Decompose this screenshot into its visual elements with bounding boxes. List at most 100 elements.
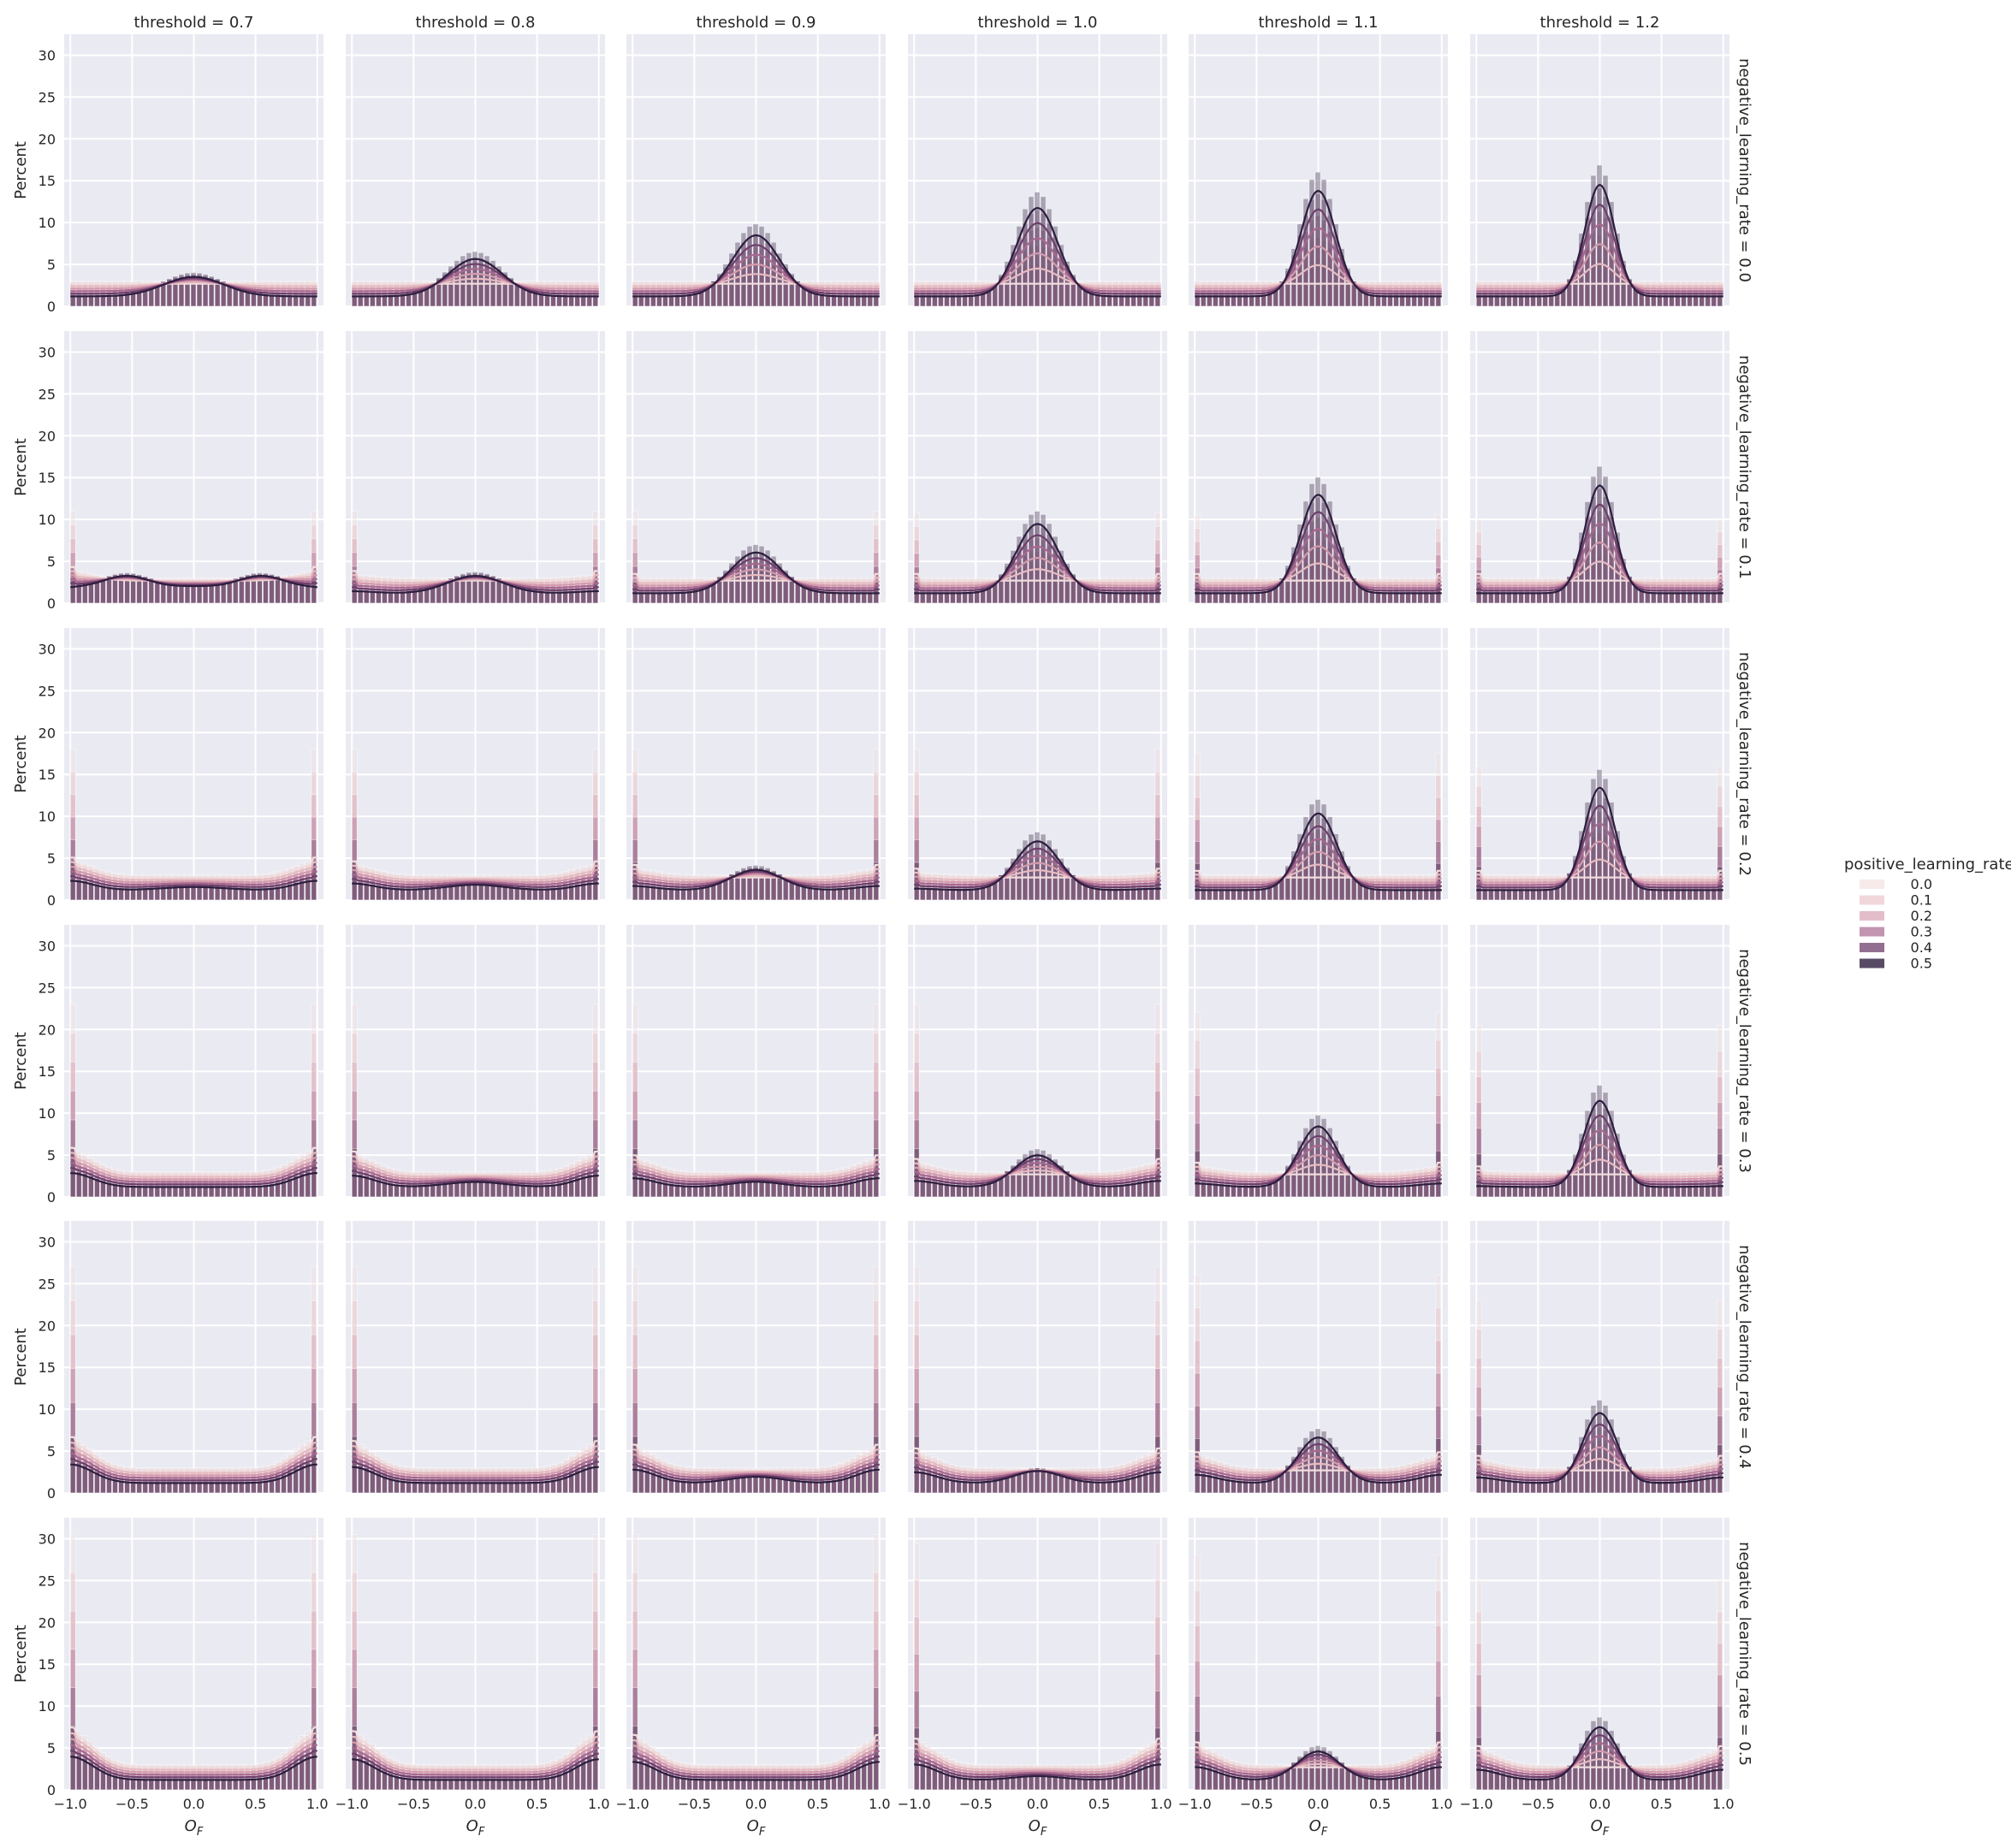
hist-bar [93, 294, 100, 307]
kde-line [70, 281, 317, 287]
hist-bar [656, 294, 662, 307]
hist-bar [931, 294, 938, 307]
hist-bar [369, 294, 376, 307]
hist-bar [483, 255, 490, 307]
column-title: threshold = 0.7 [134, 14, 254, 32]
hist-bar [305, 294, 311, 307]
hist-bar [220, 281, 227, 307]
kde-line [352, 268, 599, 293]
hist-bar [394, 293, 400, 307]
hist-bar [1112, 294, 1118, 307]
hist-series [913, 209, 1161, 307]
hist-bar [1100, 294, 1106, 307]
hist-bar [831, 294, 837, 307]
hist-bar [172, 275, 179, 307]
hist-bar [1028, 196, 1035, 307]
kde-line [632, 253, 880, 293]
hist-bar [400, 293, 406, 307]
hist-bar [299, 294, 306, 307]
hist-bar [956, 294, 962, 307]
hist-bar [680, 293, 686, 307]
hist-bar [293, 294, 300, 307]
hist-bar [460, 255, 466, 307]
hist-bar [1040, 196, 1047, 307]
hist-bar [644, 294, 650, 307]
y-tick-label: 0 [47, 595, 56, 612]
hist-bar [513, 281, 520, 307]
hist-bar [944, 294, 950, 307]
hist-bar [75, 294, 82, 307]
facet-panel [346, 331, 605, 604]
facet-panel: negative_learning_rate = 0.2 [1470, 628, 1753, 901]
facet-panel [626, 331, 886, 604]
kde-line [632, 244, 880, 295]
kde-line [352, 258, 599, 298]
facet-panel [908, 628, 1167, 901]
hist-bar [913, 294, 920, 307]
hist-bar [269, 293, 275, 307]
hist-bar [919, 294, 926, 307]
hist-bar [764, 232, 771, 307]
hist-bar [962, 294, 968, 307]
hist-bar [430, 281, 436, 307]
hist-bar [722, 264, 729, 307]
hist-bar [507, 277, 514, 307]
hist-bar [382, 294, 388, 307]
hist-bar [287, 294, 294, 307]
hist-bar [1106, 294, 1112, 307]
hist-bar [442, 271, 448, 307]
y-tick-label: 25 [39, 386, 56, 402]
hist-bar [974, 293, 981, 307]
hist-bar [574, 294, 581, 307]
hist-bar [388, 294, 394, 307]
hist-bar [568, 294, 575, 307]
hist-bar [69, 294, 76, 307]
kde-line [914, 267, 1161, 287]
facet-panel: threshold = 1.1 [1189, 14, 1448, 307]
y-tick-label: 20 [39, 428, 56, 444]
hist-bar [734, 241, 741, 307]
hist-bar [184, 272, 191, 307]
hist-bar [1142, 294, 1149, 307]
hist-bar [112, 293, 118, 307]
kde-line [70, 278, 317, 293]
hist-bar [166, 278, 173, 307]
hist-bar [837, 294, 843, 307]
row-title: negative_learning_rate = 0.1 [1735, 355, 1753, 579]
y-tick-label: 15 [39, 173, 56, 189]
hist-bar [1154, 294, 1161, 307]
y-tick-label: 10 [39, 215, 56, 231]
hist-bar [501, 271, 508, 307]
hist-bar [100, 294, 106, 307]
hist-bar [925, 294, 932, 307]
hist-bar [214, 278, 221, 307]
kde-line [352, 272, 599, 290]
hist-bar [263, 293, 269, 307]
hist-bar [1094, 293, 1100, 307]
hist-bar [861, 294, 868, 307]
facet-panel: threshold = 1.0 [908, 14, 1167, 307]
hist-bar [1034, 192, 1041, 307]
hist-bar [580, 294, 587, 307]
hist-bar [937, 294, 944, 307]
hist-bar [202, 274, 209, 307]
kde-line [632, 273, 880, 287]
hist-bar [867, 294, 874, 307]
hist-bar [968, 294, 974, 307]
hist-bar [550, 293, 556, 307]
hist-bar [160, 281, 167, 307]
kde-line [914, 252, 1161, 290]
hist-bar [1136, 294, 1143, 307]
y-tick-label: 25 [39, 89, 56, 105]
hist-bar [1070, 274, 1077, 307]
hist-bar [819, 293, 825, 307]
y-tick-label: 10 [39, 808, 56, 825]
y-tick-label: 0 [47, 892, 56, 909]
hist-bar [849, 294, 856, 307]
hist-bar [178, 274, 185, 307]
hist-bar [825, 293, 831, 307]
kde-line [632, 234, 880, 298]
